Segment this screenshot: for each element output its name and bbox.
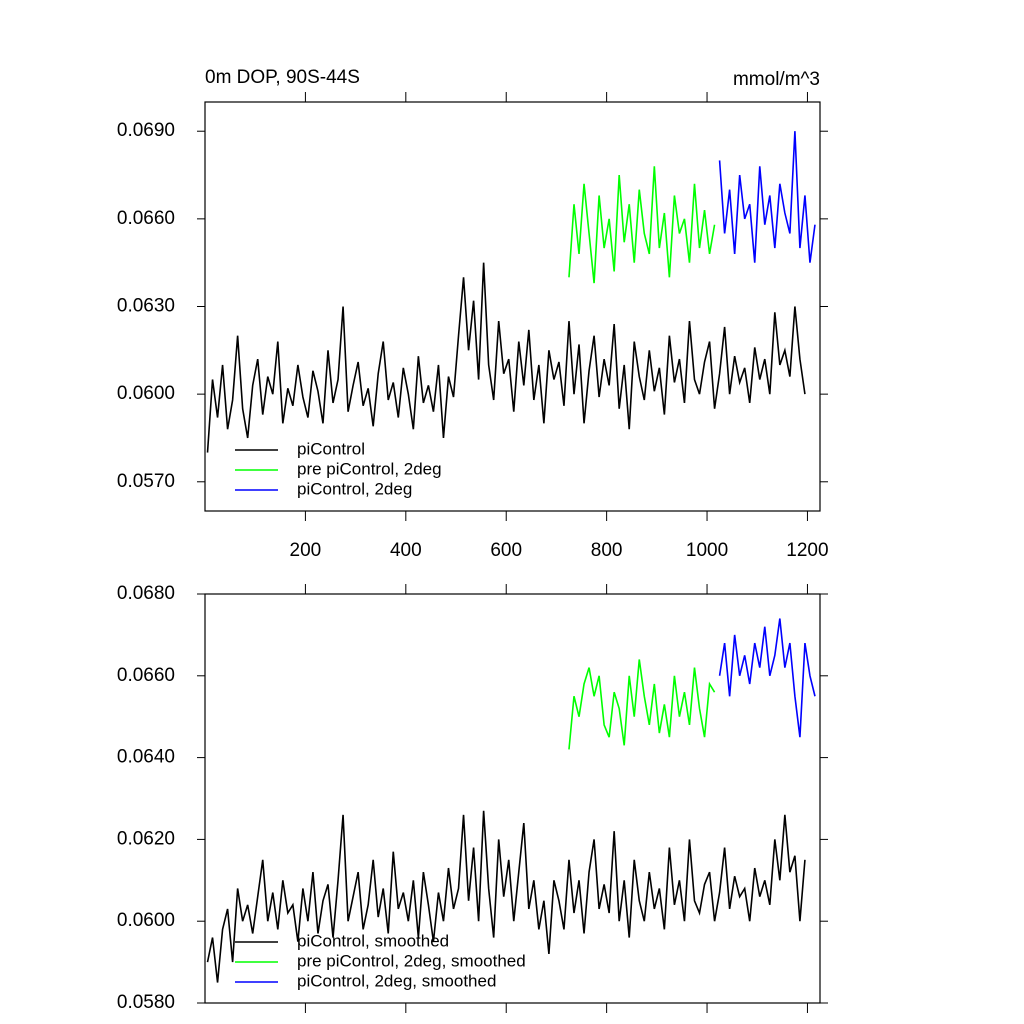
data-line: [206, 810, 806, 983]
data-line: [568, 166, 716, 284]
x-tick-label: 1000: [686, 540, 728, 561]
y-tick-label: 0.0630: [117, 296, 175, 317]
chart-title: 0m DOP, 90S-44S: [205, 67, 360, 88]
y-tick-label: 0.0600: [117, 383, 175, 404]
y-tick-label: 0.0690: [117, 120, 175, 141]
legend-label: pre piControl, 2deg: [297, 459, 442, 478]
y-tick-label: 0.0570: [117, 471, 175, 492]
data-line: [718, 618, 816, 738]
y-tick-label: 0.0680: [117, 583, 175, 604]
y-tick-label: 0.0600: [117, 910, 175, 931]
legend-label: piControl: [297, 439, 365, 458]
x-tick-label: 400: [390, 540, 422, 561]
y-tick-label: 0.0620: [117, 828, 175, 849]
units-label: mmol/m^3: [733, 69, 820, 90]
data-line: [568, 659, 716, 750]
x-tick-label: 600: [490, 540, 522, 561]
plot-frame: [204, 593, 821, 1004]
legend-label: pre piControl, 2deg, smoothed: [297, 951, 526, 970]
x-tick-label: 800: [591, 540, 623, 561]
data-line: [206, 262, 806, 453]
x-tick-label: 200: [290, 540, 322, 561]
y-tick-label: 0.0660: [117, 665, 175, 686]
legend-label: piControl, 2deg: [297, 479, 412, 498]
legend-label: piControl, smoothed: [297, 931, 449, 950]
y-tick-label: 0.0640: [117, 747, 175, 768]
data-line: [718, 131, 816, 263]
y-tick-label: 0.0660: [117, 208, 175, 229]
legend-label: piControl, 2deg, smoothed: [297, 971, 496, 990]
x-tick-label: 1200: [786, 540, 828, 561]
y-tick-label: 0.0580: [117, 992, 175, 1013]
